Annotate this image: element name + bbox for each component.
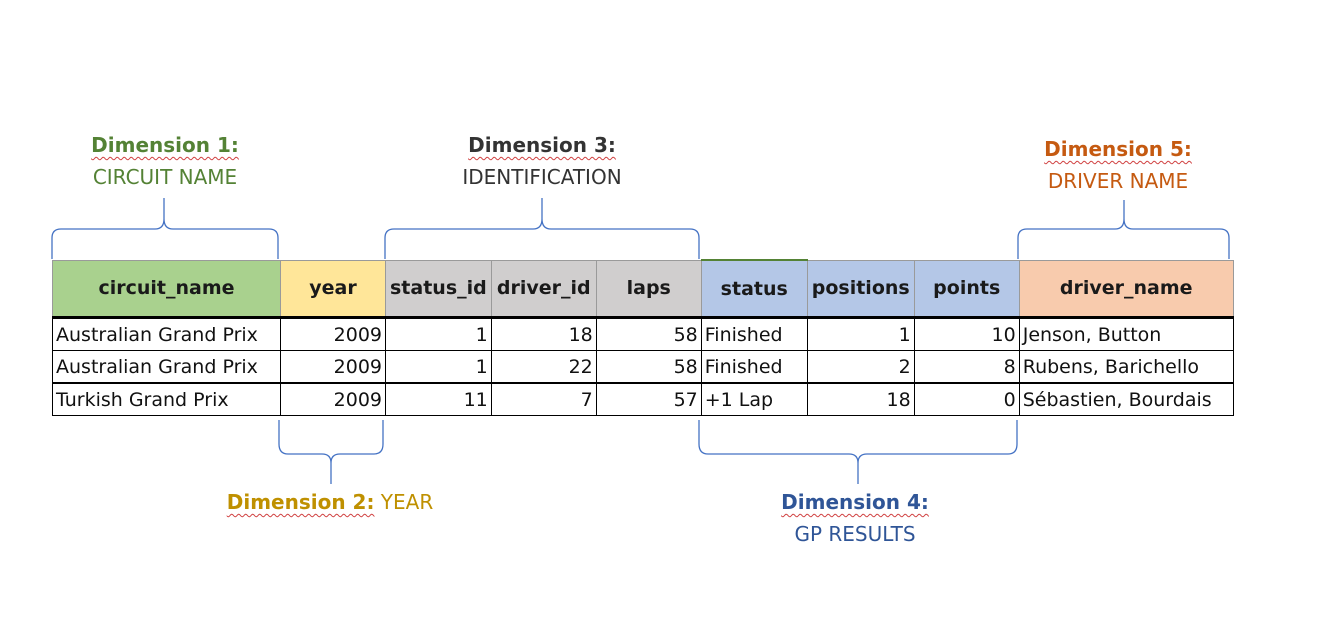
dimension-1-subtitle: CIRCUIT NAME [92, 165, 238, 189]
brace-dimension-2 [278, 420, 384, 484]
cell-year: 2009 [280, 350, 386, 384]
column-header-positions: positions [806, 259, 915, 318]
cell-laps: 58 [595, 350, 702, 384]
column-header-driver-name: driver_name [1018, 259, 1234, 318]
cell-circuit-name: Australian Grand Prix [52, 317, 281, 351]
cell-circuit-name: Turkish Grand Prix [52, 382, 281, 416]
brace-dimension-1 [51, 198, 279, 259]
cell-status: Finished [700, 350, 808, 384]
cell-year: 2009 [280, 382, 386, 416]
cell-status-id: 1 [385, 350, 492, 384]
dimension-5-subtitle: DRIVER NAME [1047, 169, 1189, 193]
cell-driver-name: Jenson, Button [1018, 317, 1234, 351]
dimension-2-heading-rest: YEAR [374, 490, 434, 514]
column-header-driver-id: driver_id [490, 259, 597, 318]
cell-driver-id: 22 [490, 350, 597, 384]
dimension-1-heading: Dimension 1: [91, 133, 239, 157]
brace-dimension-5 [1017, 200, 1230, 259]
cell-positions: 1 [806, 317, 915, 351]
cell-status: +1 Lap [700, 382, 808, 416]
dimension-4-heading: Dimension 4: [781, 490, 929, 514]
column-header-points: points [913, 259, 1020, 318]
cell-positions: 18 [806, 382, 915, 416]
table-header-row: circuit_name year status_id driver_id la… [52, 259, 1234, 318]
column-header-year: year [280, 259, 386, 318]
table-row: Turkish Grand Prix 2009 11 7 57 +1 Lap 1… [52, 382, 1234, 416]
data-table-container: circuit_name year status_id driver_id la… [52, 259, 1234, 416]
dimension-3-label: Dimension 3: IDENTIFICATION [432, 129, 652, 193]
cell-laps: 58 [595, 317, 702, 351]
brace-dimension-3 [384, 198, 700, 259]
cell-laps: 57 [595, 382, 702, 416]
table-row: Australian Grand Prix 2009 1 18 58 Finis… [52, 317, 1234, 351]
cell-positions: 2 [806, 350, 915, 384]
cell-status-id: 1 [385, 317, 492, 351]
table-row: Australian Grand Prix 2009 1 22 58 Finis… [52, 350, 1234, 384]
data-table: circuit_name year status_id driver_id la… [52, 259, 1234, 416]
cell-driver-id: 18 [490, 317, 597, 351]
column-header-status-id: status_id [385, 259, 492, 318]
cell-year: 2009 [280, 317, 386, 351]
column-header-laps: laps [595, 259, 702, 318]
dimension-2-label: Dimension 2: YEAR [200, 486, 460, 518]
column-header-circuit-name: circuit_name [52, 259, 281, 318]
cell-driver-name: Rubens, Barichello [1018, 350, 1234, 384]
dimension-3-subtitle: IDENTIFICATION [462, 165, 622, 189]
cell-driver-id: 7 [490, 382, 597, 416]
cell-points: 8 [913, 350, 1020, 384]
dimension-4-label: Dimension 4: GP RESULTS [745, 486, 965, 550]
cell-status-id: 11 [385, 382, 492, 416]
dimension-2-heading: Dimension 2: [226, 490, 375, 514]
cell-driver-name: Sébastien, Bourdais [1018, 382, 1234, 416]
cell-points: 0 [913, 382, 1020, 416]
cell-circuit-name: Australian Grand Prix [52, 350, 281, 384]
dimension-5-label: Dimension 5: DRIVER NAME [1008, 133, 1228, 197]
dimension-5-heading: Dimension 5: [1044, 137, 1192, 161]
column-header-status: status [700, 259, 808, 318]
dimension-1-label: Dimension 1: CIRCUIT NAME [55, 129, 275, 193]
dimension-4-subtitle: GP RESULTS [794, 522, 916, 546]
cell-status: Finished [700, 317, 808, 351]
cell-points: 10 [913, 317, 1020, 351]
dimension-3-heading: Dimension 3: [468, 133, 616, 157]
brace-dimension-4 [698, 420, 1018, 484]
